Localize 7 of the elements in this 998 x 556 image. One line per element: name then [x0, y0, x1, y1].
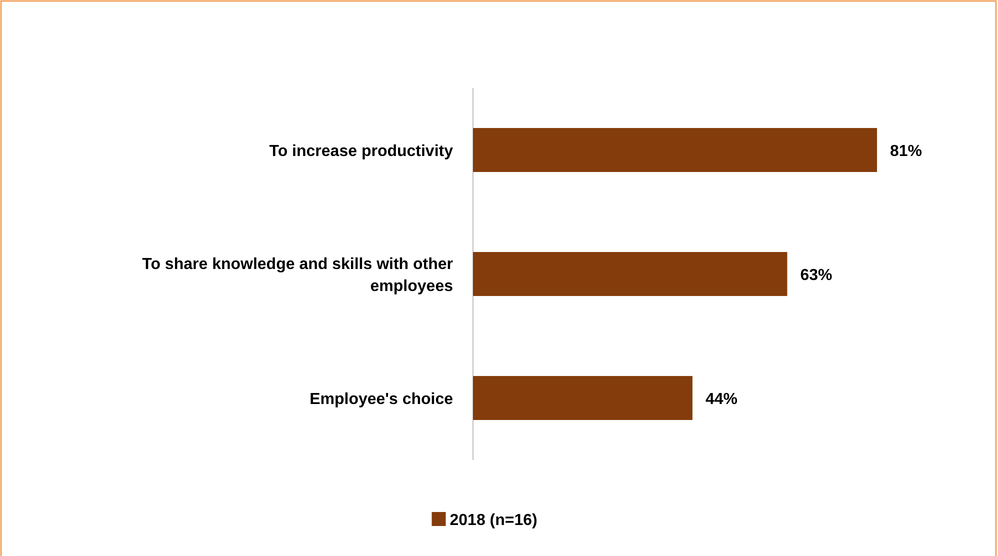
data-label: 44% [705, 391, 738, 408]
y-tick-label: Employee's choice [310, 391, 454, 408]
legend-label: 2018 (n=16) [450, 512, 538, 529]
y-tick-label: To increase productivity [269, 143, 454, 160]
y-tick-label: To share knowledge and skills with other employees [142, 256, 454, 295]
data-label: 81% [890, 143, 922, 160]
data-label: 63% [800, 267, 832, 284]
